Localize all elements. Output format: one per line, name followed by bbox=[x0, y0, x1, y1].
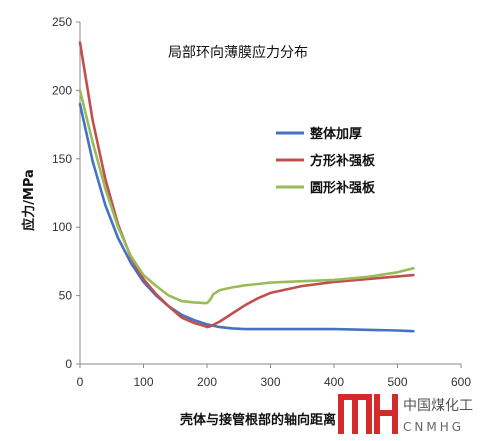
y-tick-label: 100 bbox=[52, 220, 72, 234]
watermark-logo-icon bbox=[338, 394, 398, 434]
y-tick-label: 0 bbox=[65, 357, 72, 371]
legend-label-3: 圆形补强板 bbox=[310, 180, 376, 196]
y-tick-label: 250 bbox=[52, 15, 72, 29]
y-tick-label: 200 bbox=[52, 83, 72, 97]
x-tick-group: 0 100 200 300 400 500 600 bbox=[77, 364, 471, 389]
x-axis-title: 壳体与接管根部的轴向距离 bbox=[179, 412, 336, 428]
series-line-3 bbox=[78, 89, 415, 305]
x-tick-label: 500 bbox=[387, 375, 407, 389]
x-tick-label: 600 bbox=[451, 375, 471, 389]
x-tick-label: 400 bbox=[324, 375, 344, 389]
x-tick-label: 300 bbox=[260, 375, 280, 389]
series-layer bbox=[78, 41, 415, 333]
legend-label-1: 整体加厚 bbox=[309, 126, 362, 142]
x-tick-label: 0 bbox=[77, 375, 84, 389]
watermark: 中国煤化工 CNMHG bbox=[338, 394, 473, 434]
y-tick-group: 0 50 100 150 200 250 bbox=[52, 15, 80, 371]
y-tick-label: 50 bbox=[59, 289, 73, 303]
series-line-1 bbox=[78, 102, 415, 333]
x-tick-label: 100 bbox=[133, 375, 153, 389]
x-tick-label: 200 bbox=[197, 375, 217, 389]
watermark-cn-text: 中国煤化工 bbox=[403, 398, 473, 414]
legend-label-2: 方形补强板 bbox=[310, 153, 376, 169]
y-tick-label: 150 bbox=[52, 152, 72, 166]
watermark-en-text: CNMHG bbox=[403, 420, 464, 434]
chart-title: 局部环向薄膜应力分布 bbox=[168, 44, 308, 61]
y-axis-title: 应力/MPa bbox=[21, 169, 37, 231]
plot-frame bbox=[79, 22, 461, 365]
